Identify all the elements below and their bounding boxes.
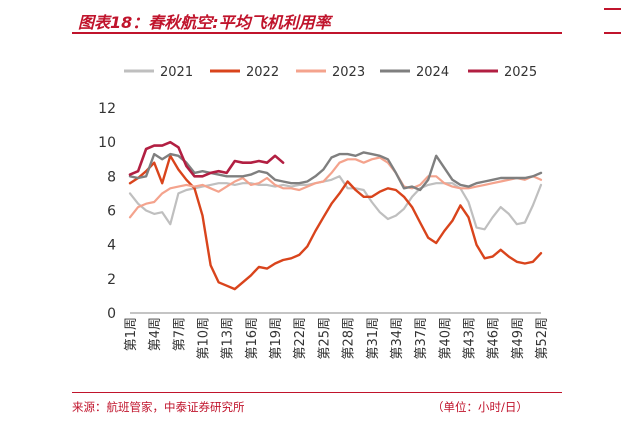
y-tick-label: 6	[107, 204, 116, 220]
series-line-2025	[128, 140, 285, 178]
x-tick-label: 第25周	[317, 317, 332, 360]
y-tick-label: 4	[107, 238, 116, 254]
y-tick-label: 2	[107, 272, 116, 288]
footer-rule	[72, 392, 562, 393]
legend-label-2024: 2024	[416, 65, 449, 80]
x-tick-label: 第49周	[511, 317, 526, 360]
x-tick-label: 第16周	[245, 317, 260, 360]
x-tick-label: 第52周	[535, 317, 550, 360]
x-tick-label: 第37周	[414, 317, 429, 360]
y-tick-label: 12	[98, 101, 116, 117]
x-tick-label: 第46周	[487, 317, 502, 360]
unit-note: （单位：小时/日）	[432, 400, 528, 414]
series-line-2022	[128, 154, 543, 291]
x-tick-label: 第19周	[269, 317, 284, 360]
source-note: 来源：航班管家，中泰证券研究所	[72, 400, 245, 414]
x-tick-label: 第10周	[197, 317, 212, 360]
x-tick-label: 第40周	[438, 317, 453, 360]
series-line-2024	[128, 151, 543, 192]
x-tick-label: 第43周	[462, 317, 477, 360]
x-tick-label: 第1周	[124, 317, 139, 351]
y-tick-label: 10	[98, 135, 116, 151]
title-rule	[72, 32, 562, 34]
adjacent-panel-rule-top	[604, 8, 621, 10]
x-tick-label: 第22周	[293, 317, 308, 360]
x-tick-label: 第31周	[366, 317, 381, 360]
x-tick-label: 第4周	[148, 317, 163, 351]
legend-label-2023: 2023	[332, 65, 365, 80]
series-line-2023	[128, 156, 543, 219]
legend-label-2021: 2021	[160, 65, 193, 80]
legend-label-2022: 2022	[246, 65, 279, 80]
y-tick-label: 0	[107, 306, 116, 322]
figure-title-block: 图表18：春秋航空:平均飞机利用率	[72, 6, 562, 34]
legend-label-2025: 2025	[504, 65, 537, 80]
x-tick-label: 第28周	[342, 317, 357, 360]
chart-title: 图表18：春秋航空:平均飞机利用率	[78, 13, 331, 32]
x-tick-label: 第13周	[221, 317, 236, 360]
adjacent-panel-rule	[604, 32, 621, 34]
x-tick-label: 第7周	[172, 317, 187, 351]
series-line-2021	[128, 175, 543, 231]
y-tick-label: 8	[107, 169, 116, 185]
x-tick-label: 第34周	[390, 317, 405, 360]
